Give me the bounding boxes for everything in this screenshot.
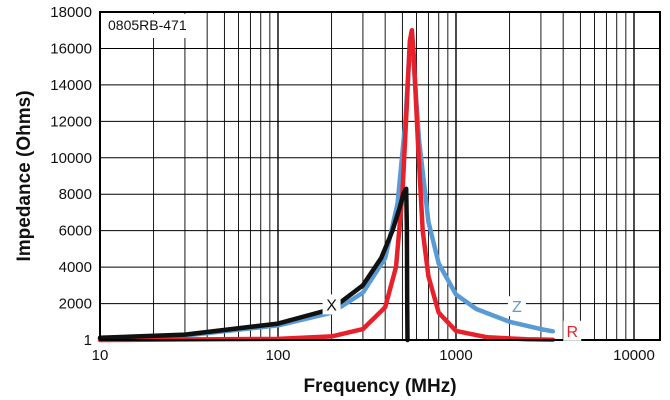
chart-series	[97, 27, 556, 343]
series-x-label: X	[326, 297, 337, 314]
plot-frame	[99, 11, 661, 341]
y-tick-label: 2000	[59, 296, 92, 313]
series-r-label: R	[566, 324, 578, 341]
part-label-box	[102, 14, 194, 38]
x-tick-label: 1000	[439, 347, 472, 364]
x-tick-label: 100	[265, 347, 290, 364]
y-axis-title: Impedance (Ohms)	[14, 90, 35, 261]
series-x-line	[97, 186, 410, 343]
series-r-line	[97, 27, 556, 343]
series-label-bg	[563, 320, 582, 341]
y-tick-label: 14000	[50, 77, 92, 94]
y-tick-label: 16000	[50, 40, 92, 57]
y-tick-label: 8000	[59, 186, 92, 203]
y-tick-label: 18000	[50, 4, 92, 21]
y-tick-label: 4000	[59, 259, 92, 276]
y-tick-label: 10000	[50, 150, 92, 167]
y-tick-label: 12000	[50, 113, 92, 130]
y-axis-ticks: 1200040006000800010000120001400016000180…	[50, 4, 92, 349]
x-axis-title: Frequency (MHz)	[303, 376, 456, 397]
series-z-line	[97, 31, 556, 341]
chart-grid	[99, 11, 660, 341]
x-tick-label: 10	[92, 347, 109, 364]
y-tick-label: 6000	[59, 223, 92, 240]
part-number-label: 0805RB-471	[108, 17, 187, 33]
series-label-bg	[507, 296, 526, 317]
series-z-label: Z	[512, 299, 522, 316]
y-tick-label: 1	[84, 332, 92, 349]
x-axis-ticks: 10 100 1000 10000	[92, 347, 655, 364]
x-tick-label: 10000	[613, 347, 655, 364]
series-labels: Z R X	[322, 294, 582, 341]
series-label-bg	[322, 294, 341, 315]
